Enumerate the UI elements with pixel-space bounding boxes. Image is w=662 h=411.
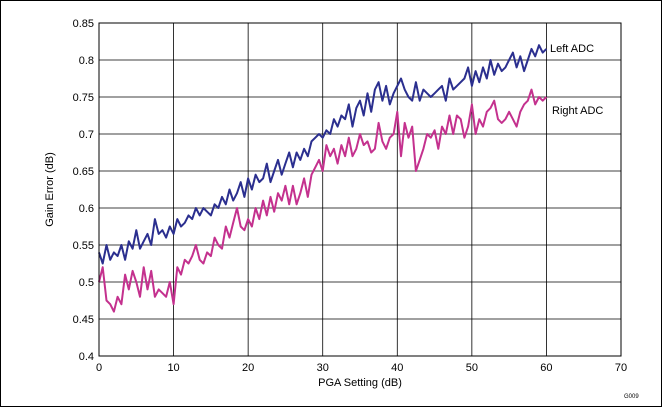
y-tick-label: 0.55 bbox=[73, 240, 94, 252]
x-tick-label: 0 bbox=[96, 362, 102, 374]
legend-right-adc: Right ADC bbox=[552, 105, 603, 117]
plot-border bbox=[98, 22, 622, 357]
x-tick-label: 20 bbox=[242, 362, 254, 374]
y-tick-label: 0.85 bbox=[73, 18, 94, 30]
tick-labels: 0 10 20 30 40 50 60 70 0.4 0.45 0.5 0.55 0.6 0.65 0.7 0… bbox=[73, 18, 628, 374]
grid-lines bbox=[98, 22, 622, 357]
left-adc-series-line bbox=[98, 44, 548, 265]
x-axis-label: PGA Setting (dB) bbox=[318, 377, 402, 389]
x-tick-label: 10 bbox=[167, 362, 179, 374]
y-tick-label: 0.7 bbox=[79, 129, 94, 141]
y-tick-label: 0.6 bbox=[79, 203, 94, 215]
y-tick-label: 0.75 bbox=[73, 92, 94, 104]
y-tick-label: 0.65 bbox=[73, 166, 94, 178]
y-tick-label: 0.8 bbox=[79, 55, 94, 67]
legend-left-adc: Left ADC bbox=[550, 43, 594, 55]
y-tick-label: 0.4 bbox=[79, 351, 94, 363]
right-adc-series-line bbox=[98, 88, 548, 313]
x-tick-label: 50 bbox=[466, 362, 478, 374]
x-tick-label: 70 bbox=[615, 362, 627, 374]
series-layer bbox=[98, 44, 548, 313]
x-tick-label: 40 bbox=[391, 362, 403, 374]
figure-id-label: G009 bbox=[624, 394, 639, 400]
y-axis-label: Gain Error (dB) bbox=[44, 152, 56, 227]
y-tick-label: 0.45 bbox=[73, 314, 94, 326]
y-tick-label: 0.5 bbox=[79, 277, 94, 289]
x-tick-label: 60 bbox=[540, 362, 552, 374]
x-tick-label: 30 bbox=[317, 362, 329, 374]
